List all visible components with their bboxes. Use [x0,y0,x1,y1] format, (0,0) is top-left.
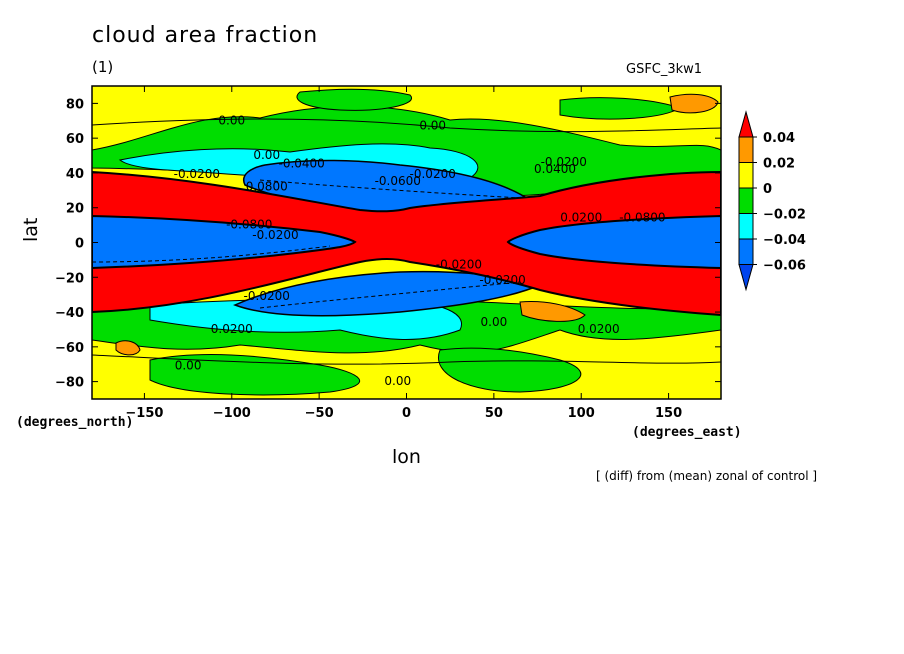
plot-area: 0.00 0.000.00-0.0400-0.0200 -0.0600-0.0200… [92,86,721,399]
contour-label: 0.00 [384,374,411,388]
field-region-positive-small [669,93,719,114]
contour-label: -0.0200 [244,289,290,303]
colorbar-label: −0.06 [763,259,806,274]
field-region-positive-large [92,170,721,317]
contour-label: 0.0800 [246,179,288,193]
contour-label: 0.00 [419,118,446,132]
x-tick-label: 0 [402,406,411,421]
contour-line [92,118,721,133]
field-region-negative-small [149,354,360,396]
contour-label: -0.0200 [541,155,587,169]
y-tick-label: 0 [75,237,84,252]
colorbar-swatch [738,187,754,214]
field-region-positive-small [519,301,586,322]
colorbar-label: −0.02 [763,208,806,223]
contour-label: -0.0800 [226,218,272,232]
y-tick-label: 20 [66,202,84,217]
contour-label: -0.0200 [436,258,482,272]
contour-label: -0.0200 [174,167,220,181]
contour-label: -0.0200 [410,167,456,181]
y-axis: −80 −60 −40 −20 0 20 40 60 80 [55,97,721,391]
contour-label: -0.0800 [619,211,665,225]
x-tick-label: 150 [655,406,682,421]
chart-title: cloud area fraction [92,23,319,48]
colorbar-swatch [738,238,754,265]
contour-line [259,281,521,309]
contour-label: 0.0400 [534,162,576,176]
y-tick-label: 80 [66,97,84,112]
contour-label: 0.0200 [211,322,253,336]
footnote: [ (diff) from (mean) zonal of control ] [596,469,818,483]
y-tick-label: −20 [55,271,84,286]
panel-label: (1) [92,58,114,76]
colorbar-label: −0.04 [763,233,806,248]
field-region-negative-large [92,214,357,270]
colorbar-swatch [738,136,754,163]
y-tick-label: −60 [55,341,84,356]
x-tick-label: 50 [485,406,503,421]
colorbar-swatch [738,213,754,240]
y-tick-label: 60 [66,132,84,147]
contour-label: 0.00 [481,315,508,329]
x-tick-label: −50 [305,406,334,421]
colorbar: 0.04 0.02 0 −0.02 −0.04 −0.06 [738,110,806,292]
y-tick-label: −40 [55,306,84,321]
x-axis: −150 −100 −50 0 50 100 150 [125,86,682,421]
contour-line [92,245,331,263]
field-region-negative-large [506,214,721,270]
colorbar-arrow-top [738,110,754,138]
field-region-negative-small [296,88,413,111]
field-region-positive-small [115,340,141,356]
contour-line [259,179,521,199]
contour-label: 0.0200 [578,322,620,336]
colorbar-label: 0.02 [763,157,795,172]
y-axis-label: lat [20,217,42,242]
x-axis-label: lon [392,446,421,468]
contour-label: 0.00 [175,358,202,372]
contour-line [92,354,721,365]
contour-label: -0.0200 [479,273,525,287]
x-tick-label: 100 [568,406,595,421]
contour-label: -0.0400 [279,157,325,171]
contour-label: -0.0600 [375,174,421,188]
y-tick-label: 40 [66,167,84,182]
colorbar-label: 0.04 [763,131,795,146]
model-label: GSFC_3kw1 [626,62,703,77]
x-axis-unit: (degrees_east) [632,425,742,440]
contour-label: 0.00 [218,113,245,127]
colorbar-arrow-bottom [738,264,754,292]
contour-label: 0.0200 [560,211,602,225]
contour-label: 0.00 [253,148,280,162]
x-tick-label: −150 [125,406,163,421]
colorbar-swatch [738,162,754,189]
contour-label: -0.0200 [252,228,298,242]
colorbar-label: 0 [763,182,772,197]
y-axis-unit: (degrees_north) [16,415,134,430]
x-tick-label: −100 [213,406,251,421]
y-tick-label: −80 [55,376,84,391]
field-region-negative-small [437,347,582,393]
